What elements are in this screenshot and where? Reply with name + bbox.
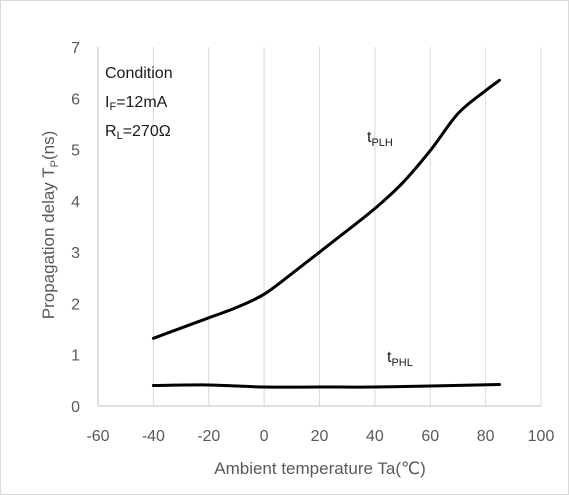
x-axis-title: Ambient temperature Ta(℃) (214, 459, 426, 478)
y-axis-title-subscript: P (49, 160, 61, 167)
y-tick-label: 2 (71, 296, 80, 313)
x-tick-label: 40 (366, 428, 384, 445)
condition-resistance-symbol: R (105, 123, 117, 140)
y-tick-label: 6 (71, 91, 80, 108)
y-tick-label: 4 (71, 194, 80, 211)
x-tick-label: 80 (477, 428, 495, 445)
y-tick-label: 0 (71, 399, 80, 416)
series-line-tplh (151, 78, 501, 340)
condition-current-subscript: F (109, 101, 116, 113)
y-axis-title-main: Propagation delay T (39, 167, 58, 319)
grid-lines (152, 47, 542, 406)
series-label-tphl-sub: PHL (391, 357, 412, 369)
x-axis: -60 -40 -20 0 20 40 60 80 100 (86, 405, 555, 445)
y-tick-label: 7 (71, 40, 80, 57)
condition-current: IF=12mA (105, 94, 168, 113)
series-label-tplh: tPLH (367, 129, 393, 149)
condition-title: Condition (105, 65, 173, 82)
series-line-tphl (151, 382, 501, 389)
y-tick-label: 3 (71, 245, 80, 262)
x-tick-label: -20 (197, 428, 220, 445)
condition-current-value: =12mA (116, 94, 167, 111)
condition-resistance-subscript: L (117, 130, 123, 142)
series-label-tplh-main: t (367, 129, 372, 146)
x-tick-label: 100 (528, 428, 555, 445)
x-tick-label: 0 (260, 428, 269, 445)
x-tick-label: 60 (421, 428, 439, 445)
y-tick-label: 1 (71, 348, 80, 365)
series-label-tphl-main: t (387, 349, 392, 366)
x-tick-label: 20 (311, 428, 329, 445)
condition-resistance-value: =270Ω (123, 123, 171, 140)
series-group (151, 78, 501, 389)
y-tick-label: 5 (71, 143, 80, 160)
condition-current-symbol: I (105, 94, 109, 111)
x-tick-label: -60 (86, 428, 109, 445)
y-axis-title-unit: (ns) (39, 131, 58, 160)
y-axis: 0 1 2 3 4 5 6 7 (71, 40, 99, 416)
condition-resistance: RL=270Ω (105, 123, 171, 142)
series-label-tphl: tPHL (387, 349, 413, 369)
y-axis-title: Propagation delay TP(ns) (39, 131, 61, 319)
series-label-tplh-sub: PLH (371, 137, 392, 149)
x-tick-label: -40 (142, 428, 165, 445)
